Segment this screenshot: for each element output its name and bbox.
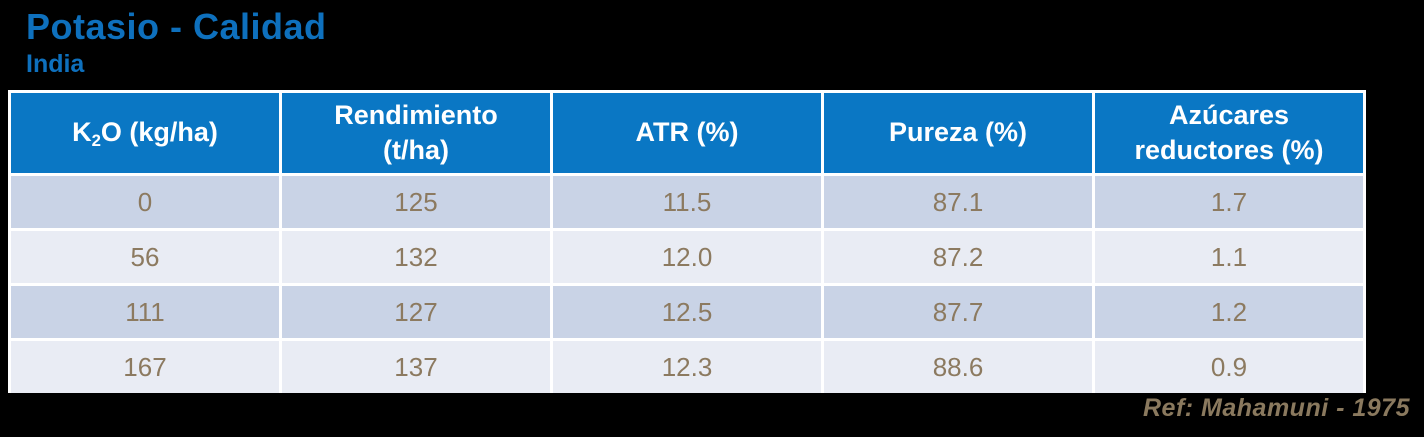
table-cell: 87.1 <box>821 173 1095 231</box>
table-cell: 12.5 <box>550 283 824 341</box>
table-cell: 132 <box>279 228 553 286</box>
table-cell: 87.2 <box>821 228 1095 286</box>
table-cell: 0.9 <box>1092 338 1366 393</box>
table-cell: 127 <box>279 283 553 341</box>
table-header-row: K2O (kg/ha) Rendimiento (t/ha) ATR (%) Pu… <box>8 90 1366 176</box>
column-header-k2o: K2O (kg/ha) <box>8 90 282 176</box>
table-cell: 0 <box>8 173 282 231</box>
table-cell: 167 <box>8 338 282 393</box>
column-header-azucares: Azúcares reductores (%) <box>1092 90 1366 176</box>
table-row: 167 137 12.3 88.6 0.9 <box>8 338 1366 393</box>
table-cell: 1.1 <box>1092 228 1366 286</box>
table-cell: 137 <box>279 338 553 393</box>
table-cell: 88.6 <box>821 338 1095 393</box>
table-cell: 11.5 <box>550 173 824 231</box>
column-header-atr: ATR (%) <box>550 90 824 176</box>
table-row: 56 132 12.0 87.2 1.1 <box>8 228 1366 286</box>
table-cell: 1.2 <box>1092 283 1366 341</box>
table-cell: 12.3 <box>550 338 824 393</box>
table-row: 111 127 12.5 87.7 1.2 <box>8 283 1366 341</box>
table-cell: 87.7 <box>821 283 1095 341</box>
column-header-rendimiento: Rendimiento (t/ha) <box>279 90 553 176</box>
table-cell: 1.7 <box>1092 173 1366 231</box>
title-block: Potasio - Calidad India <box>26 4 327 79</box>
table-cell: 125 <box>279 173 553 231</box>
column-header-pureza: Pureza (%) <box>821 90 1095 176</box>
subscript-2: 2 <box>91 131 101 151</box>
page-title: Potasio - Calidad <box>26 6 327 47</box>
table-cell: 56 <box>8 228 282 286</box>
page-subtitle: India <box>26 50 85 78</box>
table-row: 0 125 11.5 87.1 1.7 <box>8 173 1366 231</box>
data-table: K2O (kg/ha) Rendimiento (t/ha) ATR (%) Pu… <box>8 90 1366 393</box>
table-cell: 12.0 <box>550 228 824 286</box>
reference-credit: Ref: Mahamuni - 1975 <box>1142 394 1410 422</box>
table-cell: 111 <box>8 283 282 341</box>
